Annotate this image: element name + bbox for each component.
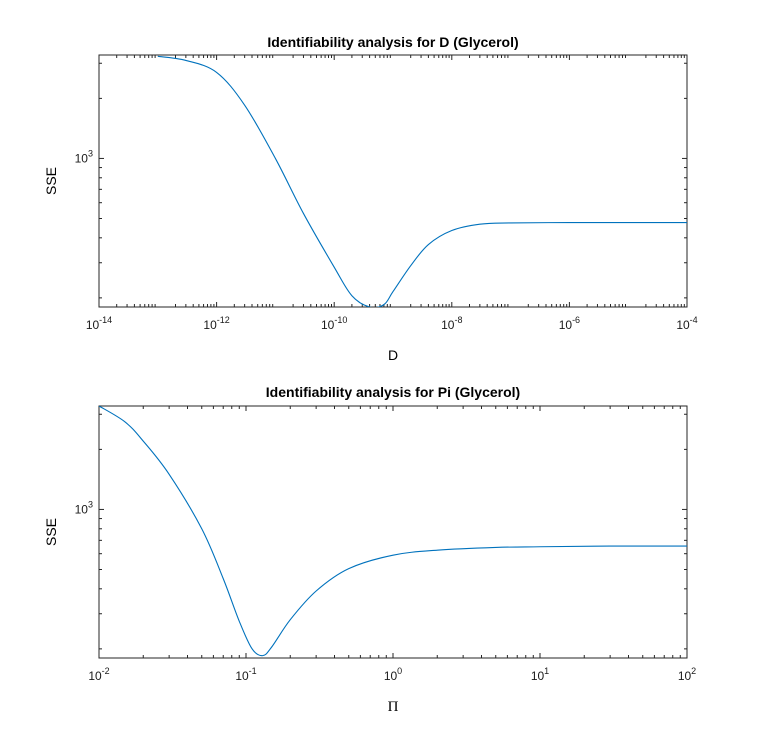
x-tick-label: 10-8 bbox=[441, 315, 462, 332]
x-tick-label: 101 bbox=[531, 666, 549, 683]
x-tick-label: 100 bbox=[384, 666, 402, 683]
x-tick-label: 10-4 bbox=[676, 315, 697, 332]
x-tick-label: 102 bbox=[678, 666, 696, 683]
ticks bbox=[98, 55, 688, 307]
chart-title: Identifiability analysis for D (Glycerol… bbox=[267, 34, 518, 50]
plot-area bbox=[98, 405, 688, 659]
x-tick-label: 10-6 bbox=[559, 315, 580, 332]
sse-curve bbox=[99, 406, 687, 657]
x-tick-label: 10-1 bbox=[235, 666, 256, 683]
chart-panel-pi: Identifiability analysis for Pi (Glycero… bbox=[43, 384, 696, 715]
x-tick-label: 10-14 bbox=[86, 315, 112, 332]
x-tick-label: 10-12 bbox=[203, 315, 229, 332]
y-axis-label: SSE bbox=[43, 518, 59, 546]
y-tick-label: 103 bbox=[75, 499, 93, 516]
tick-labels: 10-2 10-1 100 101 102 103 bbox=[75, 499, 697, 683]
ticks bbox=[98, 406, 688, 658]
y-tick-label: 103 bbox=[75, 148, 93, 165]
x-tick-label: 10-10 bbox=[321, 315, 347, 332]
plot-area bbox=[98, 54, 688, 308]
x-axis-label: Π bbox=[388, 699, 399, 715]
x-axis-label: D bbox=[388, 347, 398, 363]
chart-title: Identifiability analysis for Pi (Glycero… bbox=[266, 384, 520, 400]
y-axis-label: SSE bbox=[43, 167, 59, 195]
chart-panel-d: Identifiability analysis for D (Glycerol… bbox=[43, 34, 698, 363]
tick-labels: 10-14 10-12 10-10 10-8 10-6 10-4 103 bbox=[75, 148, 698, 332]
sse-curve bbox=[157, 55, 687, 307]
x-tick-label: 10-2 bbox=[88, 666, 109, 683]
